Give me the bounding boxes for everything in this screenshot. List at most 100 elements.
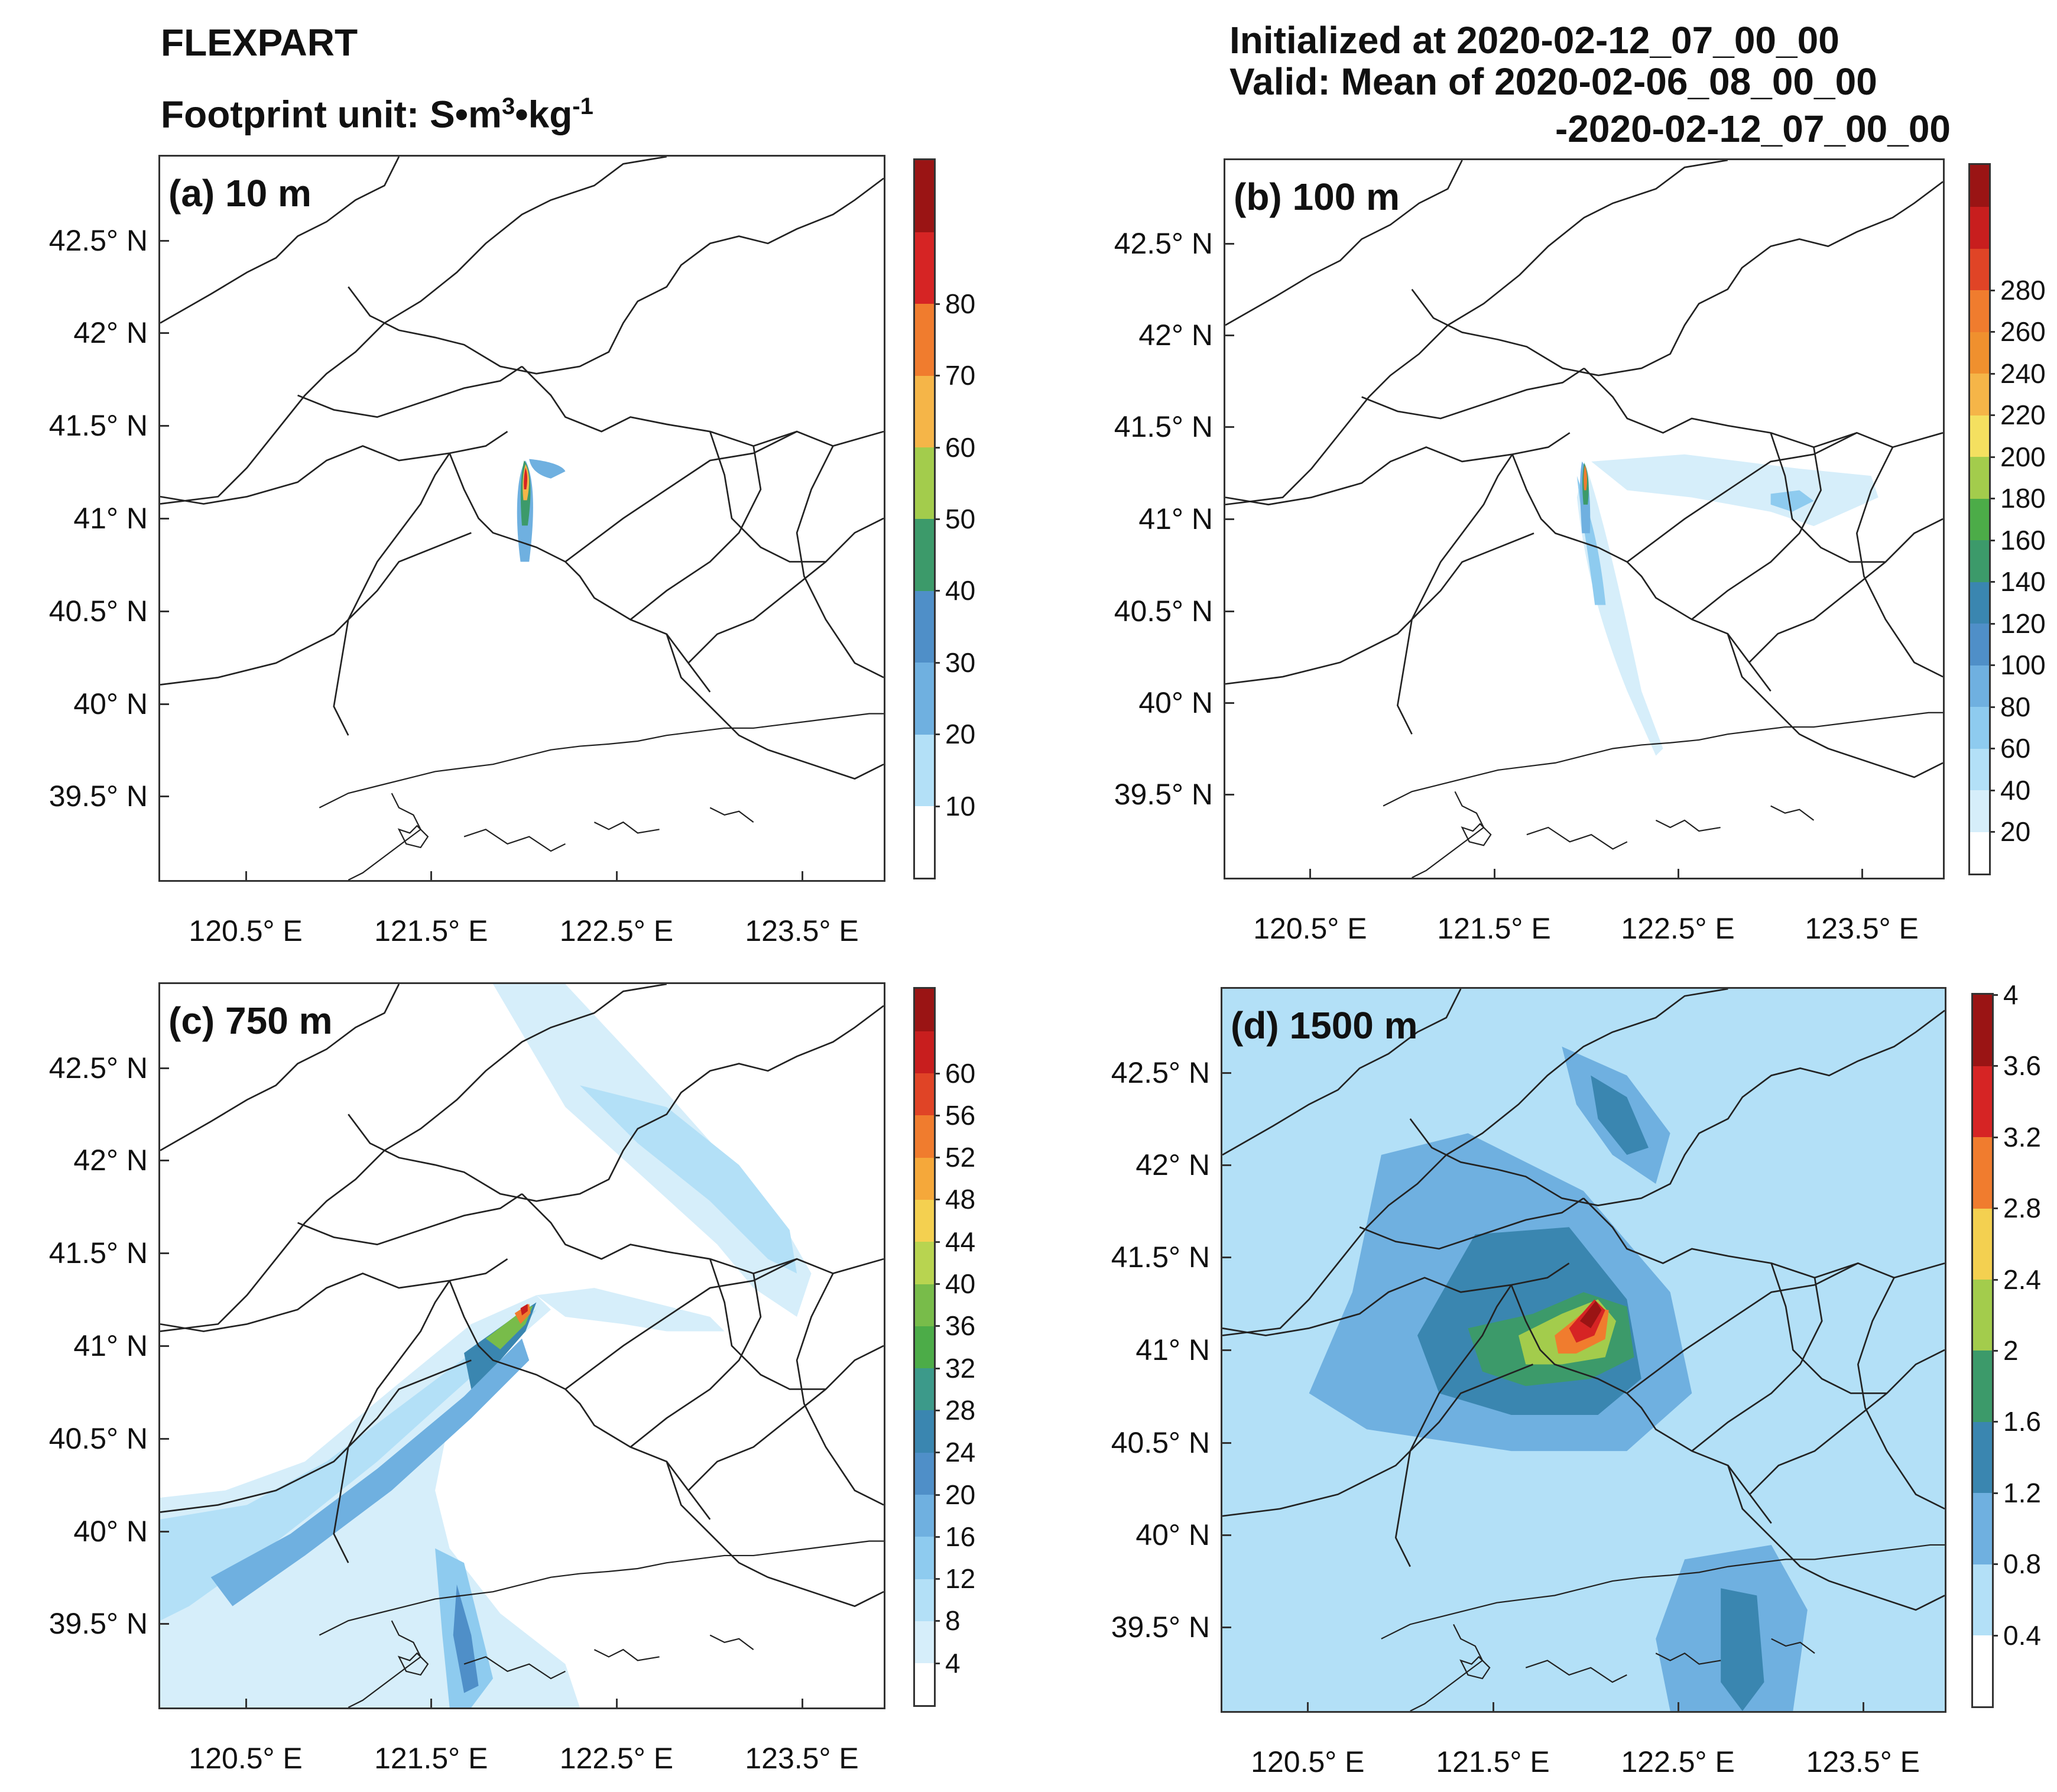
colorbar-segment — [1970, 498, 1989, 541]
province-border — [160, 430, 508, 505]
colorbar-segment — [1973, 1564, 1992, 1636]
lat-label: 39.5° N — [48, 779, 148, 813]
lat-label: 40° N — [1138, 686, 1213, 720]
lat-label: 42.5° N — [1111, 1056, 1210, 1089]
province-border — [564, 1258, 797, 1390]
lat-tick — [158, 1160, 169, 1162]
colorbar-segment — [1973, 1635, 1992, 1707]
lat-tick — [158, 332, 169, 335]
colorbar-segment — [1970, 706, 1989, 749]
unit-sup1: 3 — [501, 93, 515, 119]
footprint-contour — [1584, 465, 1587, 491]
colorbar-segment — [915, 303, 934, 376]
colorbar-tick — [934, 1325, 940, 1327]
colorbar-tick — [934, 375, 940, 377]
colorbar-tick — [934, 805, 940, 807]
coastline — [319, 713, 884, 809]
lon-tick — [245, 871, 247, 882]
coastline — [348, 793, 422, 880]
colorbar-segment — [915, 734, 934, 807]
colorbar-label: 220 — [2000, 400, 2046, 431]
colorbar-tick — [934, 1452, 940, 1454]
colorbar-label: 4 — [2003, 979, 2019, 1010]
colorbar-tick — [1989, 831, 1995, 833]
province-border — [1626, 1262, 1858, 1394]
footprint-contour — [529, 459, 566, 479]
colorbar-label: 40 — [945, 575, 976, 606]
colorbar-segment — [915, 160, 934, 232]
province-border — [160, 984, 667, 1332]
colorbar-label: 2 — [2003, 1335, 2019, 1366]
lon-tick — [1677, 869, 1679, 879]
lat-tick — [158, 518, 169, 520]
colorbar-label: 40 — [2000, 774, 2031, 806]
colorbar-tick — [1992, 1563, 1998, 1566]
colorbar-tick — [1989, 539, 1995, 541]
panel-title: (d) 1500 m — [1231, 1004, 1418, 1047]
footprint-contour — [536, 1288, 725, 1332]
colorbar-tick — [1992, 1350, 1998, 1352]
colorbar-segment — [1970, 582, 1989, 624]
lon-tick — [430, 871, 433, 882]
colorbar-segment — [1973, 995, 1992, 1066]
lat-tick — [1221, 1072, 1231, 1074]
province-border — [1411, 181, 1943, 376]
colorbar-segment — [915, 1621, 934, 1664]
lat-label: 40.5° N — [1114, 595, 1213, 628]
lat-label: 40.5° N — [48, 595, 148, 628]
colorbar-segment — [915, 1494, 934, 1537]
panel-title: (c) 750 m — [168, 999, 333, 1042]
colorbar-tick — [934, 1494, 940, 1496]
lat-label: 41° N — [73, 1329, 148, 1362]
colorbar-segment — [915, 1199, 934, 1242]
lon-label: 120.5° E — [1251, 1745, 1365, 1778]
lat-tick — [1221, 1442, 1231, 1444]
unit-mid: •kg — [515, 93, 573, 136]
footprint-contour — [1579, 1300, 1602, 1329]
colorbar-tick — [1992, 1136, 1998, 1138]
colorbar-segment — [915, 1452, 934, 1495]
province-border — [160, 157, 667, 505]
province-border — [1627, 432, 1857, 563]
colorbar-segment — [915, 1579, 934, 1621]
coastline — [1526, 826, 1628, 850]
colorbar-segment — [1973, 1137, 1992, 1209]
colorbar-label: 20 — [945, 719, 976, 750]
footprint-contour — [520, 1304, 528, 1316]
colorbar-label: 0.8 — [2003, 1548, 2041, 1580]
colorbar-segment — [1973, 1351, 1992, 1422]
lon-label: 121.5° E — [1437, 912, 1551, 945]
colorbar-label: 3.6 — [2003, 1050, 2041, 1082]
lat-label: 39.5° N — [48, 1606, 148, 1640]
lon-tick — [1677, 1702, 1679, 1713]
colorbar-tick — [934, 733, 940, 736]
colorbar-label: 1.2 — [2003, 1477, 2041, 1508]
colorbar-label: 40 — [945, 1268, 976, 1300]
lon-label: 121.5° E — [374, 1742, 488, 1775]
colorbar-tick — [1989, 414, 1995, 417]
lat-label: 41.5° N — [1114, 410, 1213, 443]
coastline — [1383, 712, 1943, 807]
colorbar-segment — [1973, 1279, 1992, 1351]
colorbar-segment — [915, 1031, 934, 1074]
lon-tick — [1862, 1702, 1864, 1713]
province-border — [1727, 1465, 1945, 1611]
lat-tick — [158, 424, 169, 427]
colorbar-segment — [915, 375, 934, 448]
lat-label: 40.5° N — [1111, 1426, 1210, 1460]
province-border — [1749, 1349, 1945, 1495]
colorbar-label: 24 — [945, 1437, 976, 1468]
province-border — [709, 1258, 826, 1390]
map-svg — [1222, 989, 1945, 1711]
lat-label: 40° N — [73, 1514, 148, 1548]
colorbar-label: 3.2 — [2003, 1121, 2041, 1153]
footprint-contour — [579, 1085, 797, 1274]
colorbar-label: 60 — [945, 1057, 976, 1089]
colorbar-tick — [1989, 789, 1995, 791]
lat-tick — [1221, 1627, 1231, 1629]
colorbar-segment — [915, 989, 934, 1031]
lat-tick — [158, 1252, 169, 1254]
colorbar-label: 240 — [2000, 358, 2046, 389]
colorbar-label: 20 — [945, 1479, 976, 1510]
lon-tick — [801, 1699, 803, 1709]
